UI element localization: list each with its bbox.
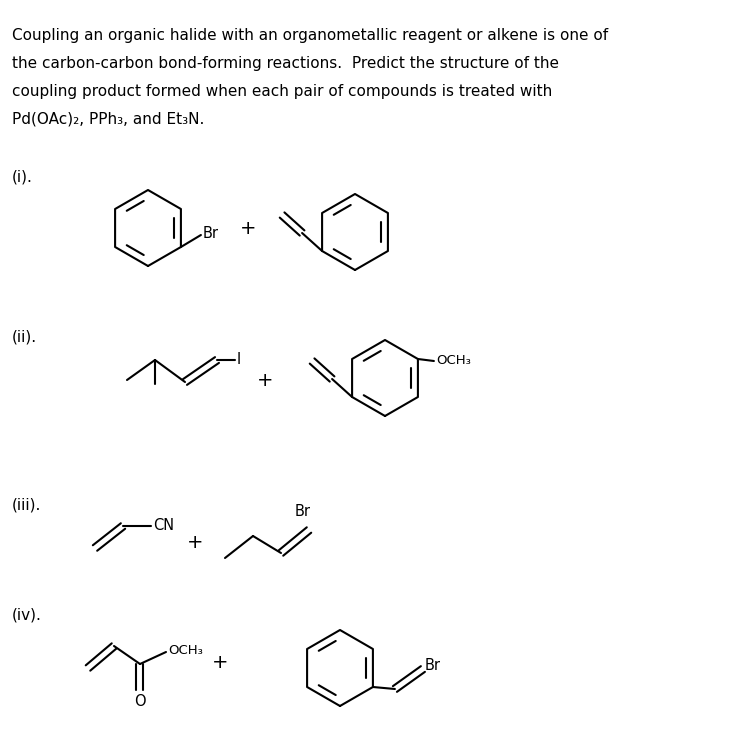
Text: Br: Br (425, 658, 441, 673)
Text: Br: Br (295, 504, 311, 519)
Text: +: + (257, 371, 273, 390)
Text: +: + (239, 219, 256, 237)
Text: +: + (187, 533, 203, 553)
Text: (iii).: (iii). (12, 497, 41, 512)
Text: +: + (212, 652, 228, 672)
Text: OCH₃: OCH₃ (436, 354, 471, 368)
Text: Br: Br (203, 226, 219, 242)
Text: Pd(OAc)₂, PPh₃, and Et₃N.: Pd(OAc)₂, PPh₃, and Et₃N. (12, 112, 204, 127)
Text: Coupling an organic halide with an organometallic reagent or alkene is one of: Coupling an organic halide with an organ… (12, 28, 608, 43)
Text: OCH₃: OCH₃ (168, 644, 203, 658)
Text: coupling product formed when each pair of compounds is treated with: coupling product formed when each pair o… (12, 84, 552, 99)
Text: (iv).: (iv). (12, 608, 42, 623)
Text: (i).: (i). (12, 170, 33, 185)
Text: I: I (237, 353, 241, 368)
Text: O: O (134, 694, 146, 710)
Text: the carbon-carbon bond-forming reactions.  Predict the structure of the: the carbon-carbon bond-forming reactions… (12, 56, 559, 71)
Text: (ii).: (ii). (12, 330, 37, 345)
Text: CN: CN (153, 519, 174, 533)
